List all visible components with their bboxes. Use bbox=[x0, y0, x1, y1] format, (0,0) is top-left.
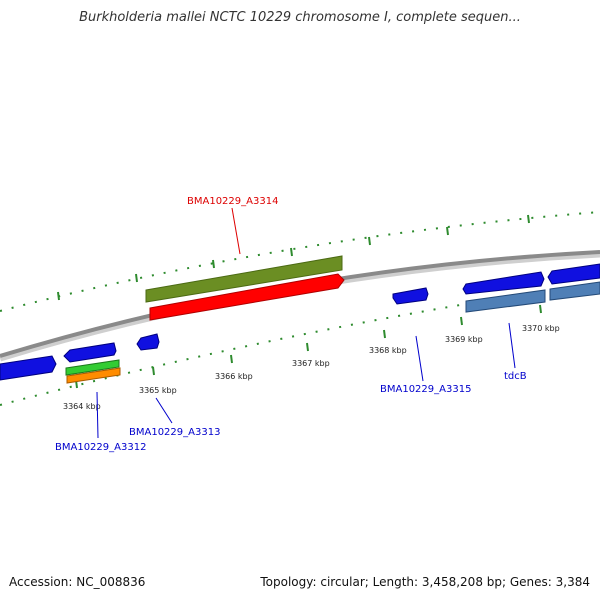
tick-label-3370: 3370 kbp bbox=[522, 324, 560, 333]
tick-label-3364: 3364 kbp bbox=[63, 402, 101, 411]
gene-right-edge-arrow[interactable] bbox=[547, 263, 600, 285]
gene-label-bma3312[interactable]: BMA10229_A3312 bbox=[55, 442, 146, 453]
gene-bma3312-green-bar[interactable] bbox=[65, 359, 120, 376]
leader-line-bma3315 bbox=[415, 335, 424, 382]
tick-label-3367: 3367 kbp bbox=[292, 359, 330, 368]
gene-bma3315-arrow[interactable] bbox=[392, 287, 429, 305]
gene-bma3312-orange-bar[interactable] bbox=[66, 367, 121, 384]
gene-label-bma3315[interactable]: BMA10229_A3315 bbox=[380, 384, 471, 395]
gene-tdcb-arrow[interactable] bbox=[462, 271, 545, 295]
map-title: Burkholderia mallei NCTC 10229 chromosom… bbox=[79, 10, 521, 25]
tick-label-3368: 3368 kbp bbox=[369, 346, 407, 355]
gene-label-bma3314[interactable]: BMA10229_A3314 bbox=[187, 196, 278, 207]
gene-bma3312-arrow[interactable] bbox=[63, 342, 117, 363]
tick-label-3365: 3365 kbp bbox=[139, 386, 177, 395]
gene-bma3313-arrow[interactable] bbox=[136, 333, 160, 351]
gene-bma3314-green-bar[interactable] bbox=[145, 255, 343, 303]
gene-label-bma3313[interactable]: BMA10229_A3313 bbox=[129, 427, 220, 438]
tick-label-3369: 3369 kbp bbox=[445, 335, 483, 344]
gene-label-tdcb[interactable]: tdcB bbox=[504, 371, 527, 382]
accession-text: Accession: NC_008836 bbox=[9, 575, 146, 589]
leader-line-bma3312 bbox=[96, 391, 99, 439]
leader-line-bma3314 bbox=[231, 207, 241, 255]
outer-major-ticks bbox=[57, 214, 530, 301]
gene-tdcb-feature-bar[interactable] bbox=[465, 289, 546, 313]
gene-left-edge-arrow[interactable] bbox=[0, 355, 57, 381]
outer-tick-track bbox=[0, 211, 600, 312]
leader-line-tdcb bbox=[508, 322, 516, 369]
gene-right-edge-feature-bar[interactable] bbox=[549, 281, 600, 301]
leader-line-bma3313 bbox=[155, 397, 173, 424]
tick-label-3366: 3366 kbp bbox=[215, 372, 253, 381]
inner-major-ticks bbox=[75, 304, 542, 389]
gene-bma3314-red-arrow[interactable] bbox=[149, 273, 345, 321]
topology-summary-text: Topology: circular; Length: 3,458,208 bp… bbox=[260, 575, 590, 589]
